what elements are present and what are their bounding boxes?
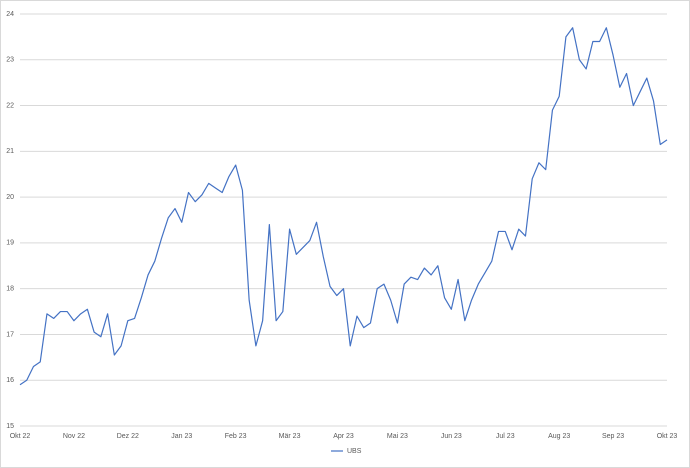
x-tick-label: Jan 23 <box>171 433 192 440</box>
y-tick-label: 15 <box>6 423 14 430</box>
x-tick-label: Mai 23 <box>387 433 408 440</box>
x-tick-label: Okt 22 <box>10 433 31 440</box>
y-tick-label: 24 <box>6 11 14 18</box>
x-tick-label: Mär 23 <box>279 433 301 440</box>
x-tick-label: Jul 23 <box>496 433 515 440</box>
x-tick-label: Apr 23 <box>333 433 354 440</box>
x-tick-label: Feb 23 <box>225 433 247 440</box>
y-tick-label: 22 <box>6 102 14 109</box>
x-tick-label: Okt 23 <box>657 433 678 440</box>
y-tick-label: 20 <box>6 194 14 201</box>
x-tick-label: Sep 23 <box>602 433 624 440</box>
y-tick-label: 23 <box>6 57 14 64</box>
y-tick-label: 19 <box>6 240 14 247</box>
x-tick-label: Nov 22 <box>63 433 85 440</box>
x-tick-label: Dez 22 <box>117 433 139 440</box>
series-line <box>19 27 668 386</box>
y-tick-label: 17 <box>6 331 14 338</box>
x-tick-label: Aug 23 <box>548 433 570 440</box>
y-tick-label: 18 <box>6 286 14 293</box>
legend-label: UBS <box>347 448 362 455</box>
x-tick-label: Jun 23 <box>441 433 462 440</box>
y-tick-label: 16 <box>6 377 14 384</box>
y-tick-label: 21 <box>6 148 14 155</box>
